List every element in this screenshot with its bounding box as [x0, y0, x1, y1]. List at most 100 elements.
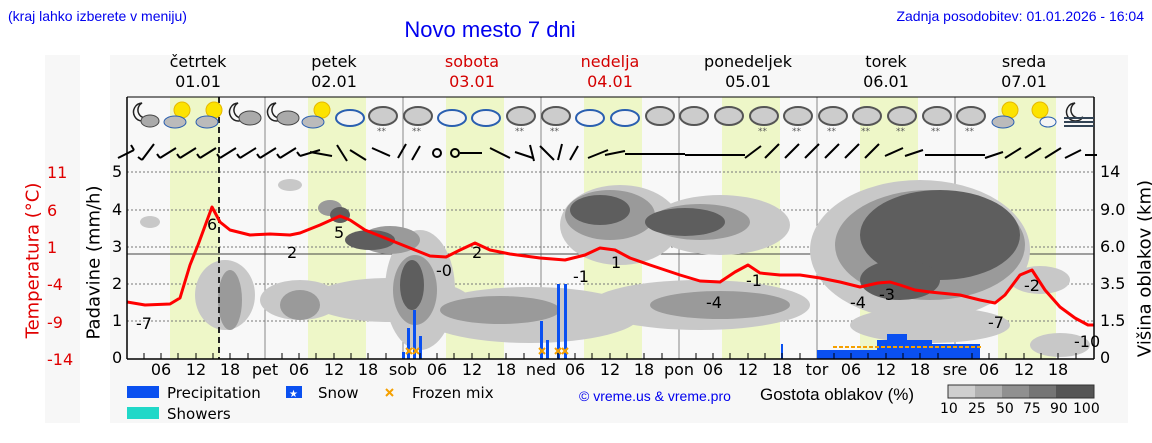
- temperature-value-labels: -7 6 2 5 -0 2 -1 1 -4 -1 -4 -3 -7 -2 -10: [136, 215, 1100, 351]
- cloud-density-scale: [947, 384, 1095, 399]
- svg-text:1: 1: [611, 253, 621, 272]
- x-tick: 12: [875, 360, 897, 379]
- x-tick: 12: [1013, 360, 1035, 379]
- frozen-mix-markers: [405, 346, 983, 355]
- density-tick: 90: [1050, 401, 1068, 417]
- svg-text:**: **: [896, 127, 906, 137]
- moon-cloud-icon: [266, 102, 300, 126]
- cloud-height-tick: 1.5: [1100, 311, 1126, 330]
- weather-icon-row: ** ** ** ** ** ** ** ** ** ** **: [132, 101, 1094, 137]
- svg-text:-7: -7: [136, 314, 152, 333]
- cloud-icons: [335, 106, 986, 127]
- temp-tick: 1: [47, 238, 58, 257]
- x-tick: 18: [495, 360, 517, 379]
- day-header: nedelja 04.01: [580, 52, 640, 91]
- svg-text:**: **: [377, 127, 387, 137]
- svg-text:6: 6: [207, 215, 217, 234]
- legend-snow: Snow: [318, 384, 359, 402]
- precip-axis-label: Padavine (mm/h): [83, 185, 105, 340]
- legend-precipitation: Precipitation: [167, 384, 261, 402]
- svg-text:-4: -4: [706, 293, 722, 312]
- temp-tick: -9: [47, 313, 63, 332]
- sun-cloud-icon: [195, 101, 223, 129]
- density-tick: 75: [1023, 401, 1041, 417]
- x-tick: 12: [737, 360, 759, 379]
- cloud-height-axis-label: Višina oblakov (km): [1134, 179, 1152, 358]
- cloud-height-tick: 14: [1100, 162, 1121, 181]
- x-tick: sob: [388, 360, 418, 379]
- cloud-height-tick: 9.0: [1100, 200, 1126, 219]
- sun-cloud-icon: [991, 101, 1019, 129]
- sun-cloud-icon: [163, 101, 191, 129]
- copyright-link[interactable]: © vreme.us & vreme.pro: [579, 388, 731, 404]
- x-tick: 18: [771, 360, 793, 379]
- svg-text:-0: -0: [436, 261, 452, 280]
- cloud-density-title: Gostota oblakov (%): [760, 385, 915, 404]
- svg-text:2: 2: [287, 243, 297, 262]
- density-tick: 10: [940, 401, 958, 417]
- x-tick: 06: [840, 360, 862, 379]
- day-header: torek 06.01: [863, 52, 909, 91]
- svg-text:**: **: [965, 127, 975, 137]
- last-update: Zadnja posodobitev: 01.01.2026 - 16:04: [896, 8, 1144, 24]
- x-tick: 12: [323, 360, 345, 379]
- precip-tick: 1: [112, 311, 123, 330]
- svg-text:5: 5: [334, 223, 344, 242]
- temp-tick: 11: [47, 163, 68, 182]
- x-tick: pon: [663, 360, 695, 379]
- x-tick: 06: [978, 360, 1000, 379]
- precipitation-swatch: [127, 386, 159, 398]
- density-tick: 100: [1073, 401, 1100, 417]
- x-tick: sre: [942, 360, 968, 379]
- svg-text:**: **: [515, 127, 525, 137]
- precip-tick: 2: [112, 274, 123, 293]
- x-tick: 18: [1047, 360, 1069, 379]
- legend-frozen-mix: Frozen mix: [412, 384, 494, 402]
- x-tick: 18: [633, 360, 655, 379]
- page-title: Novo mesto 7 dni: [404, 17, 576, 42]
- svg-text:**: **: [861, 127, 871, 137]
- snow-swatch: [286, 386, 302, 398]
- svg-text:-1: -1: [573, 267, 589, 286]
- x-tick: 12: [185, 360, 207, 379]
- svg-text:**: **: [550, 127, 560, 137]
- temp-tick: -14: [47, 350, 74, 369]
- temp-tick: -4: [47, 275, 63, 294]
- svg-text:**: **: [412, 127, 422, 137]
- svg-text:-7: -7: [988, 313, 1004, 332]
- day-header: četrtek 01.01: [169, 52, 227, 91]
- svg-text:**: **: [792, 127, 802, 137]
- x-tick: 06: [564, 360, 586, 379]
- moon-fog-icon: [1064, 102, 1094, 127]
- snow-star-icon: ★: [289, 389, 298, 400]
- x-tick: ned: [525, 360, 557, 379]
- x-tick: 06: [426, 360, 448, 379]
- density-tick: 25: [968, 401, 986, 417]
- x-tick: tor: [805, 360, 829, 379]
- svg-text:-1: -1: [746, 271, 762, 290]
- wind-barbs: [117, 143, 1097, 162]
- sun-cloud-icon: [301, 101, 331, 129]
- svg-text:-4: -4: [850, 293, 866, 312]
- x-tick: 06: [288, 360, 310, 379]
- svg-text:-2: -2: [1024, 276, 1040, 295]
- moon-cloud-icon: [132, 102, 160, 128]
- temperature-axis-label: Temperatura (°C): [22, 182, 44, 339]
- cloud-height-tick: 3.5: [1100, 274, 1126, 293]
- x-tick: 18: [909, 360, 931, 379]
- x-tick: 06: [150, 360, 172, 379]
- moon-cloud-icon: [228, 102, 262, 126]
- legend-showers: Showers: [167, 405, 231, 423]
- svg-text:2: 2: [472, 243, 482, 262]
- precip-tick: 5: [112, 162, 123, 181]
- temperature-axis-strip: [45, 55, 80, 423]
- x-tick: 18: [219, 360, 241, 379]
- frozen-mix-icon: [385, 388, 394, 397]
- x-tick: 12: [599, 360, 621, 379]
- svg-text:**: **: [758, 127, 768, 137]
- day-header: sobota 03.01: [444, 52, 500, 91]
- location-hint[interactable]: (kraj lahko izberete v meniju): [8, 8, 187, 24]
- temperature-line: [126, 205, 1094, 327]
- svg-text:**: **: [931, 127, 941, 137]
